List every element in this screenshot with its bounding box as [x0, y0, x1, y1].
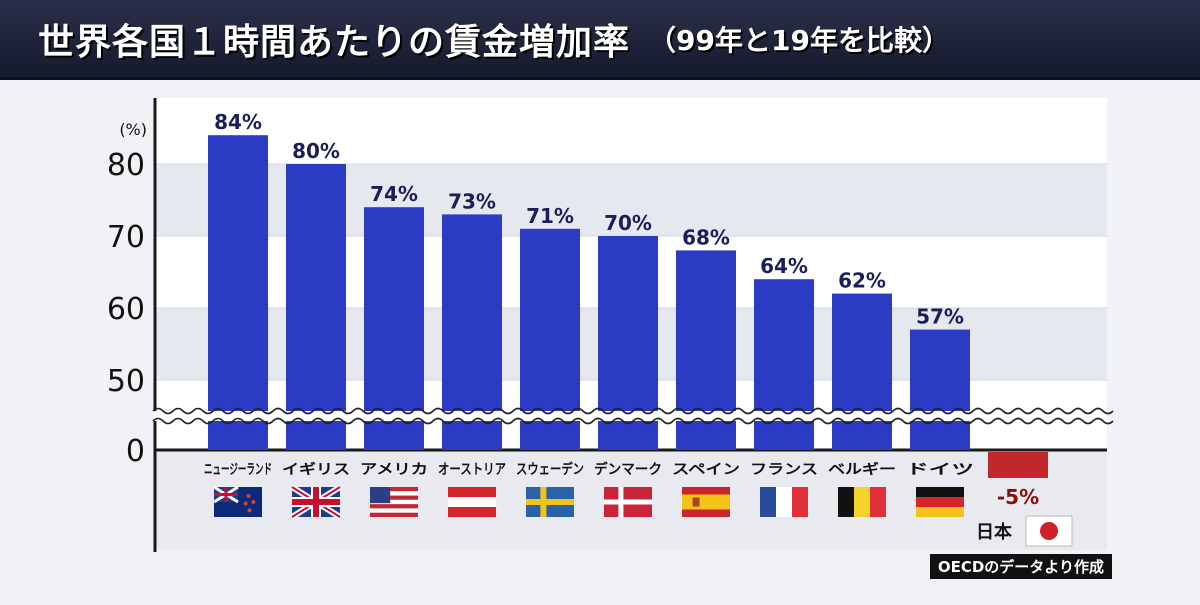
y-axis-unit: (%)	[119, 120, 147, 139]
france-flag	[760, 487, 808, 517]
chart-title: 世界各国１時間あたりの賃金増加率	[38, 21, 631, 63]
category-label: アメリカ	[360, 462, 428, 478]
category-label: スペイン	[672, 462, 740, 478]
bar	[286, 164, 346, 450]
bar	[754, 279, 814, 450]
belgium-flag	[838, 487, 886, 517]
data-label: 68%	[682, 225, 730, 249]
data-label: 73%	[448, 189, 496, 213]
y-tick-label: 0	[126, 434, 145, 469]
usa-flag	[370, 487, 418, 517]
title-bar: 世界各国１時間あたりの賃金増加率 （99年と19年を比較）	[0, 0, 1200, 80]
sweden-flag	[526, 487, 574, 517]
data-label: 84%	[214, 110, 262, 134]
axis-break-line	[152, 407, 1114, 415]
category-label: デンマーク	[594, 461, 662, 478]
bar	[832, 293, 892, 450]
chart-subtitle: （99年と19年を比較）	[648, 23, 950, 57]
germany-flag	[916, 487, 964, 517]
y-tick-label: 80	[107, 148, 145, 183]
chart-area: 0 50 60 70 80 (%) 84% 80% 74% 73% 71% 70% 68% 64% 62% 5…	[0, 80, 1200, 605]
data-label: 64%	[760, 254, 808, 278]
category-label: 日本	[976, 521, 1012, 543]
category-label: ドイツ	[906, 462, 974, 478]
data-label: 62%	[838, 269, 886, 293]
axis-break-gap	[153, 411, 1107, 421]
spain-flag	[682, 487, 730, 517]
bar	[910, 329, 970, 450]
axis-break-line	[152, 417, 1114, 425]
y-tick-label: 50	[107, 364, 145, 399]
data-label: -5%	[997, 485, 1039, 509]
y-tick-label: 60	[107, 292, 145, 327]
source-credit: OECDのデータより作成	[929, 554, 1112, 579]
category-label: スウェーデン	[516, 461, 584, 478]
bar-chart: 0 50 60 70 80 (%) 84% 80% 74% 73% 71% 70% 68% 64% 62% 5…	[107, 98, 1114, 552]
data-label: 70%	[604, 211, 652, 235]
data-label: 74%	[370, 182, 418, 206]
category-label: ニュージーランド	[204, 462, 272, 478]
new-zealand-flag	[213, 485, 262, 517]
category-label: イギリス	[282, 461, 350, 478]
category-label: オーストリア	[438, 462, 506, 478]
negative-bar	[988, 452, 1048, 478]
denmark-flag	[604, 487, 652, 517]
bar	[208, 135, 268, 450]
data-label: 57%	[916, 305, 964, 329]
japan-flag	[1025, 515, 1073, 547]
data-label: 80%	[292, 139, 340, 163]
category-label: ベルギー	[828, 461, 896, 478]
austria-flag	[448, 487, 496, 517]
category-label: フランス	[750, 462, 818, 478]
bar	[442, 214, 502, 450]
data-label: 71%	[526, 204, 574, 228]
y-tick-label: 70	[107, 220, 145, 255]
uk-flag	[290, 484, 342, 520]
